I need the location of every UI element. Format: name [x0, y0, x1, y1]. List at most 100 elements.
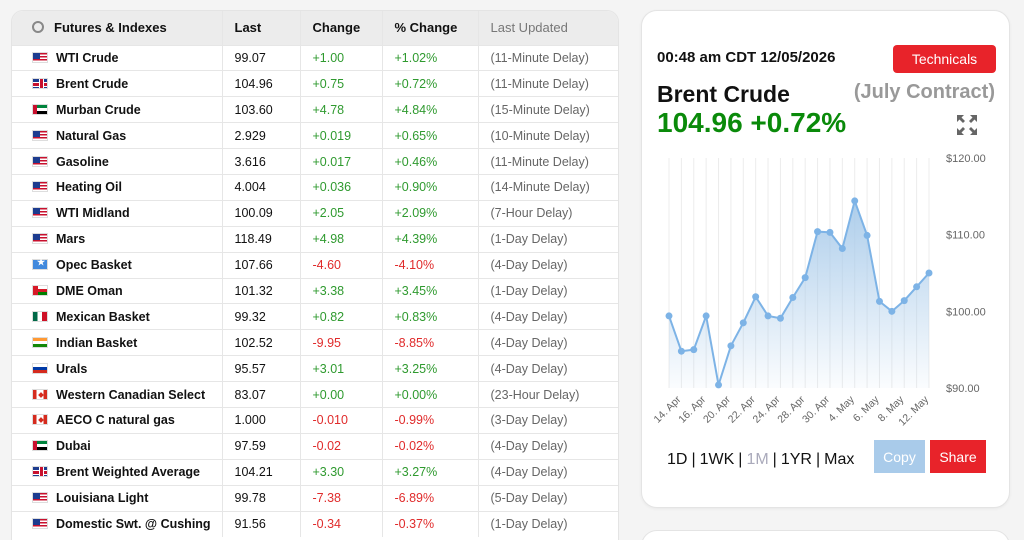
table-row[interactable]: Domestic Swt. @ Cushing 91.56 -0.34 -0.37%(… [12, 510, 618, 537]
table-row[interactable]: WTI Crude 99.07 +1.00 +1.02% (11-Minute Dela… [12, 44, 618, 71]
header-last[interactable]: Last [221, 11, 300, 45]
commodity-name-cell[interactable]: Opec Basket [12, 251, 222, 279]
commodity-name: Brent Crude [657, 81, 790, 107]
expand-arrows-icon[interactable] [956, 114, 978, 136]
pct-change-cell: -4.10% [381, 251, 478, 279]
header-change[interactable]: Change [299, 11, 382, 45]
commodity-name-cell[interactable]: AECO C natural gas [12, 406, 222, 434]
table-row[interactable]: Natural Gas 2.929 +0.019 +0.65% (10-Minute D… [12, 122, 618, 149]
y-tick-label: $100.00 [946, 306, 986, 318]
last-price-cell: 101.32 [221, 277, 300, 304]
header-pct-change[interactable]: % Change [381, 11, 478, 45]
table-row[interactable]: Louisiana Light 99.78 -7.38 -6.89% (5-Day De… [12, 484, 618, 512]
data-point[interactable] [863, 231, 871, 239]
commodity-name-cell[interactable]: Urals [12, 355, 222, 382]
table-row[interactable]: AECO C natural gas 1.000 -0.010 -0.99% (3-Da… [12, 406, 618, 434]
table-row[interactable]: Murban Crude 103.60 +4.78 +4.84% (15-Minute … [12, 96, 618, 123]
range-1wk[interactable]: 1WK [699, 451, 735, 468]
commodity-name-cell[interactable]: Mexican Basket [12, 303, 222, 330]
commodity-name-cell[interactable]: Brent Crude [12, 70, 222, 97]
header-last-updated[interactable]: Last Updated [477, 11, 618, 45]
data-point[interactable] [913, 283, 921, 291]
data-point[interactable] [752, 293, 760, 301]
data-point[interactable] [838, 244, 846, 252]
commodity-name-cell[interactable]: Western Canadian Select [12, 381, 222, 408]
data-point[interactable] [875, 297, 883, 305]
data-point[interactable] [888, 307, 896, 315]
commodity-name-cell[interactable]: Mars [12, 225, 222, 253]
data-point[interactable] [925, 269, 933, 277]
data-point[interactable] [715, 381, 723, 389]
commodity-name-cell[interactable]: Brent Weighted Average [12, 458, 222, 486]
header-name[interactable]: Futures & Indexes [12, 11, 222, 45]
table-row[interactable]: DME Oman 101.32 +3.38 +3.45% (1-Day Delay) [12, 277, 618, 304]
table-row[interactable]: Western Canadian Select 83.07 +0.00 +0.00%(… [12, 381, 618, 408]
commodity-name-cell[interactable]: Gasoline [12, 148, 222, 175]
flag-icon [32, 388, 48, 400]
change-cell: +4.78 [299, 96, 382, 123]
share-button[interactable]: Share [930, 440, 986, 473]
flag-icon [32, 233, 48, 245]
last-price-cell: 2.929 [221, 122, 300, 149]
table-row[interactable]: Brent Crude 104.96 +0.75 +0.72% (11-Minute D… [12, 70, 618, 97]
commodity-name-cell[interactable]: WTI Midland [12, 199, 222, 227]
range-separator: | [772, 451, 777, 468]
commodity-name-cell[interactable]: Dubai [12, 432, 222, 460]
copy-button[interactable]: Copy [874, 440, 925, 473]
series-area [669, 200, 929, 388]
data-point[interactable] [776, 314, 784, 322]
data-point[interactable] [690, 346, 698, 354]
table-row[interactable]: Brent Weighted Average 104.21 +3.30 +3.27%(… [12, 458, 618, 486]
commodity-name-cell[interactable]: WTI Crude [12, 44, 222, 71]
last-price-cell: 95.57 [221, 355, 300, 382]
flag-icon [32, 181, 48, 193]
data-point[interactable] [665, 312, 673, 320]
table-row[interactable]: Mexican Basket 99.32 +0.82 +0.83% (4-Day Del… [12, 303, 618, 330]
data-point[interactable] [702, 312, 710, 320]
commodity-name-cell[interactable]: Murban Crude [12, 96, 222, 123]
flag-icon [32, 466, 48, 478]
commodity-name-cell[interactable]: DME Oman [12, 277, 222, 304]
flag-icon [32, 414, 48, 426]
data-point[interactable] [900, 297, 908, 305]
change-cell: +1.00 [299, 44, 382, 71]
data-point[interactable] [826, 228, 834, 236]
last-price-cell: 4.004 [221, 173, 300, 201]
table-row[interactable]: Heating Oil 4.004 +0.036 +0.90% (14-Minute D… [12, 173, 618, 201]
timestamp: 00:48 am CDT 12/05/2026 [657, 49, 836, 66]
table-row[interactable]: Dubai 97.59 -0.02 -0.02% (4-Day Delay) [12, 432, 618, 460]
data-point[interactable] [789, 294, 797, 302]
range-1d[interactable]: 1D [667, 451, 688, 468]
commodity-name-cell[interactable]: Natural Gas [12, 122, 222, 149]
table-row[interactable]: Mars 118.49 +4.98 +4.39% (1-Day Delay) [12, 225, 618, 253]
data-point[interactable] [801, 274, 809, 282]
data-point[interactable] [677, 347, 685, 355]
data-point[interactable] [851, 197, 859, 205]
data-point[interactable] [764, 312, 772, 320]
data-point[interactable] [727, 342, 735, 350]
last-price-cell: 97.59 [221, 432, 300, 460]
technicals-button[interactable]: Technicals [893, 45, 996, 73]
range-1yr[interactable]: 1YR [780, 451, 812, 468]
commodity-name-cell[interactable]: Domestic Swt. @ Cushing [12, 510, 222, 537]
change-cell: +0.82 [299, 303, 382, 330]
table-row[interactable]: Gasoline 3.616 +0.017 +0.46% (11-Minute Dela… [12, 148, 618, 175]
last-price-cell: 104.21 [221, 458, 300, 486]
range-max[interactable]: Max [824, 451, 855, 468]
flag-icon [32, 284, 48, 296]
change-cell: +2.05 [299, 199, 382, 227]
data-point[interactable] [739, 319, 747, 327]
last-updated-cell: (4-Day Delay) [477, 432, 618, 460]
change-cell: +4.98 [299, 225, 382, 253]
data-point[interactable] [814, 228, 822, 236]
table-row[interactable]: Urals 95.57 +3.01 +3.25% (4-Day Delay) [12, 355, 618, 382]
table-row[interactable]: Indian Basket 102.52 -9.95 -8.85% (4-Day Del… [12, 329, 618, 356]
range-1m[interactable]: 1M [746, 451, 769, 468]
pct-change-cell: -8.85% [381, 329, 478, 356]
commodity-name-cell[interactable]: Louisiana Light [12, 484, 222, 512]
commodity-name-cell[interactable]: Heating Oil [12, 173, 222, 201]
table-row[interactable]: WTI Midland 100.09 +2.05 +2.09% (7-Hour Dela… [12, 199, 618, 227]
commodity-name-cell[interactable]: Indian Basket [12, 329, 222, 356]
